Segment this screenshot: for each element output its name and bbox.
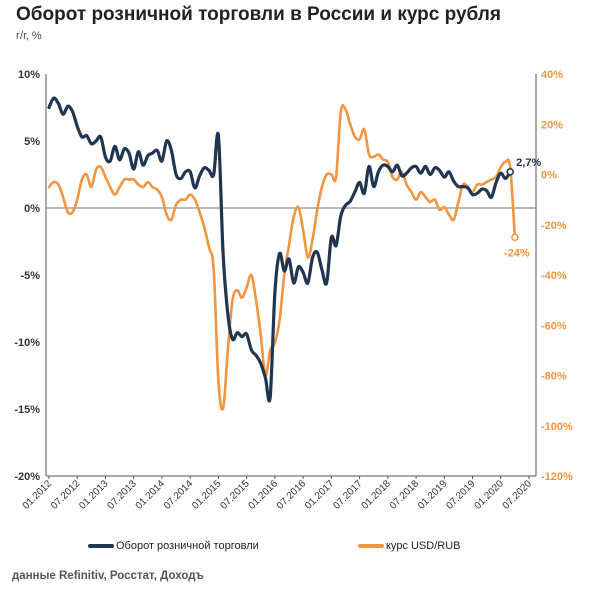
x-axis-tick-label: 07.2016 bbox=[275, 478, 309, 512]
left-axis-tick-label: -5% bbox=[20, 270, 40, 282]
series-line-retail bbox=[47, 96, 512, 403]
right-axis-tick-label: -60% bbox=[541, 320, 567, 332]
x-axis-tick-label: 01.2013 bbox=[77, 478, 111, 512]
x-axis-tick-label: 07.2019 bbox=[444, 478, 478, 512]
legend-label-retail: Оборот розничной торговли bbox=[116, 540, 259, 552]
x-axis-tick-label: 01.2018 bbox=[360, 478, 394, 512]
left-axis-tick-label: 10% bbox=[18, 69, 40, 81]
right-axis-tick-label: -40% bbox=[541, 270, 567, 282]
x-axis-tick-label: 07.2012 bbox=[49, 478, 83, 512]
x-axis-tick-label: 01.2020 bbox=[473, 478, 507, 512]
left-axis-tick-label: 5% bbox=[24, 136, 40, 148]
x-axis-tick-label: 07.2020 bbox=[501, 478, 535, 512]
x-axis-tick-label: 01.2016 bbox=[247, 478, 281, 512]
right-axis-tick-label: 0% bbox=[541, 170, 557, 182]
left-axis-tick-label: -15% bbox=[14, 404, 40, 416]
legend-swatch-retail bbox=[88, 544, 114, 548]
series-line-usdrub bbox=[47, 104, 517, 411]
legend-label-usdrub: курс USD/RUB bbox=[386, 540, 461, 552]
left-axis-tick-label: -20% bbox=[14, 471, 40, 483]
right-axis-tick-label: -80% bbox=[541, 371, 567, 383]
right-axis-tick-label: -120% bbox=[541, 471, 573, 483]
x-axis-tick-label: 07.2013 bbox=[105, 478, 139, 512]
right-axis-tick-label: -20% bbox=[541, 220, 567, 232]
x-axis-tick-label: 07.2017 bbox=[331, 478, 365, 512]
right-axis-tick-label: 20% bbox=[541, 119, 563, 131]
data-label-retail-last: 2,7% bbox=[516, 157, 541, 169]
left-axis-tick-label: -10% bbox=[14, 337, 40, 349]
data-label-usdrub-last: -24% bbox=[504, 247, 530, 259]
data-point-retail-last bbox=[506, 168, 514, 176]
x-axis-tick-label: 01.2014 bbox=[134, 478, 168, 512]
x-axis-tick-label: 01.2017 bbox=[303, 478, 337, 512]
x-axis-tick-label: 07.2014 bbox=[162, 478, 196, 512]
source-note: данные Refinitiv, Росстат, Доходъ bbox=[12, 570, 204, 582]
chart-legend: Оборот розничной торговли курс USD/RUB bbox=[0, 538, 590, 558]
left-axis-tick-label: 0% bbox=[24, 203, 40, 215]
right-axis-tick-label: 40% bbox=[541, 69, 563, 81]
legend-item-usdrub: курс USD/RUB bbox=[358, 540, 461, 552]
chart-subtitle: г/г, % bbox=[16, 30, 42, 42]
chart-plot-area: 10% 5% 0% -5% -10% -15% -20% 40% 20% 0% -20% -40% -6… bbox=[14, 69, 573, 512]
right-axis-tick-label: -100% bbox=[541, 421, 573, 433]
x-axis-tick-label: 01.2019 bbox=[416, 478, 450, 512]
legend-swatch-usdrub bbox=[358, 544, 384, 548]
data-point-usdrub-last bbox=[511, 233, 519, 242]
x-axis-tick-label: 01.2015 bbox=[190, 478, 224, 512]
x-axis-tick-label: 07.2015 bbox=[218, 478, 252, 512]
chart-title: Оборот розничной торговли в России и кур… bbox=[16, 4, 501, 25]
x-axis-tick-label: 07.2018 bbox=[388, 478, 422, 512]
x-axis-tick-label: 01.2012 bbox=[21, 478, 55, 512]
legend-item-retail: Оборот розничной торговли bbox=[88, 540, 259, 552]
